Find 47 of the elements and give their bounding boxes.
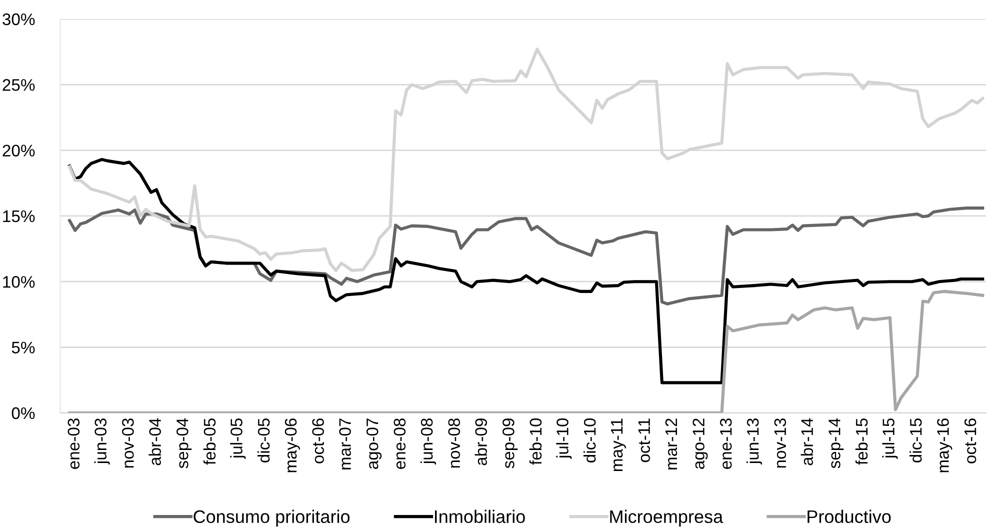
x-tick-label: may-11: [611, 418, 626, 471]
x-tick-label: nov-13: [774, 418, 786, 468]
y-tick-label: 0%: [12, 407, 35, 420]
x-tick-label: abr-04: [148, 418, 161, 466]
legend-label: Inmobiliario: [435, 510, 525, 524]
x-tick-label: may-16: [937, 418, 952, 472]
x-tick-label: ene-08: [394, 418, 406, 469]
line-series: [68, 290, 984, 413]
x-tick-label: dic-05: [257, 418, 270, 462]
x-tick-label: abr-09: [474, 418, 487, 466]
x-tick-label: ago-07: [366, 418, 382, 469]
y-tick-label: 30%: [2, 13, 35, 26]
y-tick-label: 20%: [2, 144, 35, 157]
x-tick-label: jun-03: [94, 418, 110, 464]
x-tick-label: feb-10: [529, 418, 542, 465]
legend-label: Productivo: [808, 510, 891, 524]
x-tick-label: dic-10: [583, 418, 596, 462]
x-tick-label: ene-13: [720, 418, 732, 469]
y-tick-label: 5%: [12, 342, 35, 354]
x-tick-label: dic-15: [910, 418, 922, 462]
legend-label: Microempresa: [610, 510, 724, 527]
x-tick-label: sep-04: [176, 418, 192, 468]
x-tick-label: oct-16: [964, 418, 976, 464]
legend-label: Consumo prioritario: [194, 510, 350, 527]
x-tick-label: feb-05: [203, 418, 216, 465]
x-tick-label: nov-08: [448, 418, 460, 468]
x-tick-label: may-06: [284, 418, 300, 472]
x-tick-label: jul-10: [556, 418, 572, 459]
x-tick-label: jul-05: [230, 418, 246, 459]
x-tick-label: oct-06: [312, 418, 324, 464]
y-tick-label: 25%: [2, 79, 35, 91]
x-tick-label: feb-15: [855, 418, 868, 465]
x-tick-label: sep-09: [502, 418, 518, 468]
x-tick-label: mar-12: [665, 418, 678, 470]
x-tick-label: abr-14: [800, 418, 814, 466]
x-tick-label: jun-13: [746, 418, 762, 464]
x-tick-label: jun-08: [420, 418, 436, 464]
x-tick-label: nov-03: [122, 418, 134, 468]
y-tick-label: 10%: [3, 276, 35, 288]
x-tick-label: ene-03: [68, 418, 80, 469]
y-tick-label: 15%: [3, 210, 35, 222]
x-tick-label: sep-14: [828, 418, 844, 468]
x-tick-label: mar-07: [339, 418, 351, 470]
x-tick-label: jul-15: [882, 418, 898, 459]
x-tick-label: oct-11: [638, 418, 650, 462]
line-series: [68, 158, 984, 384]
x-tick-label: ago-12: [692, 418, 708, 469]
